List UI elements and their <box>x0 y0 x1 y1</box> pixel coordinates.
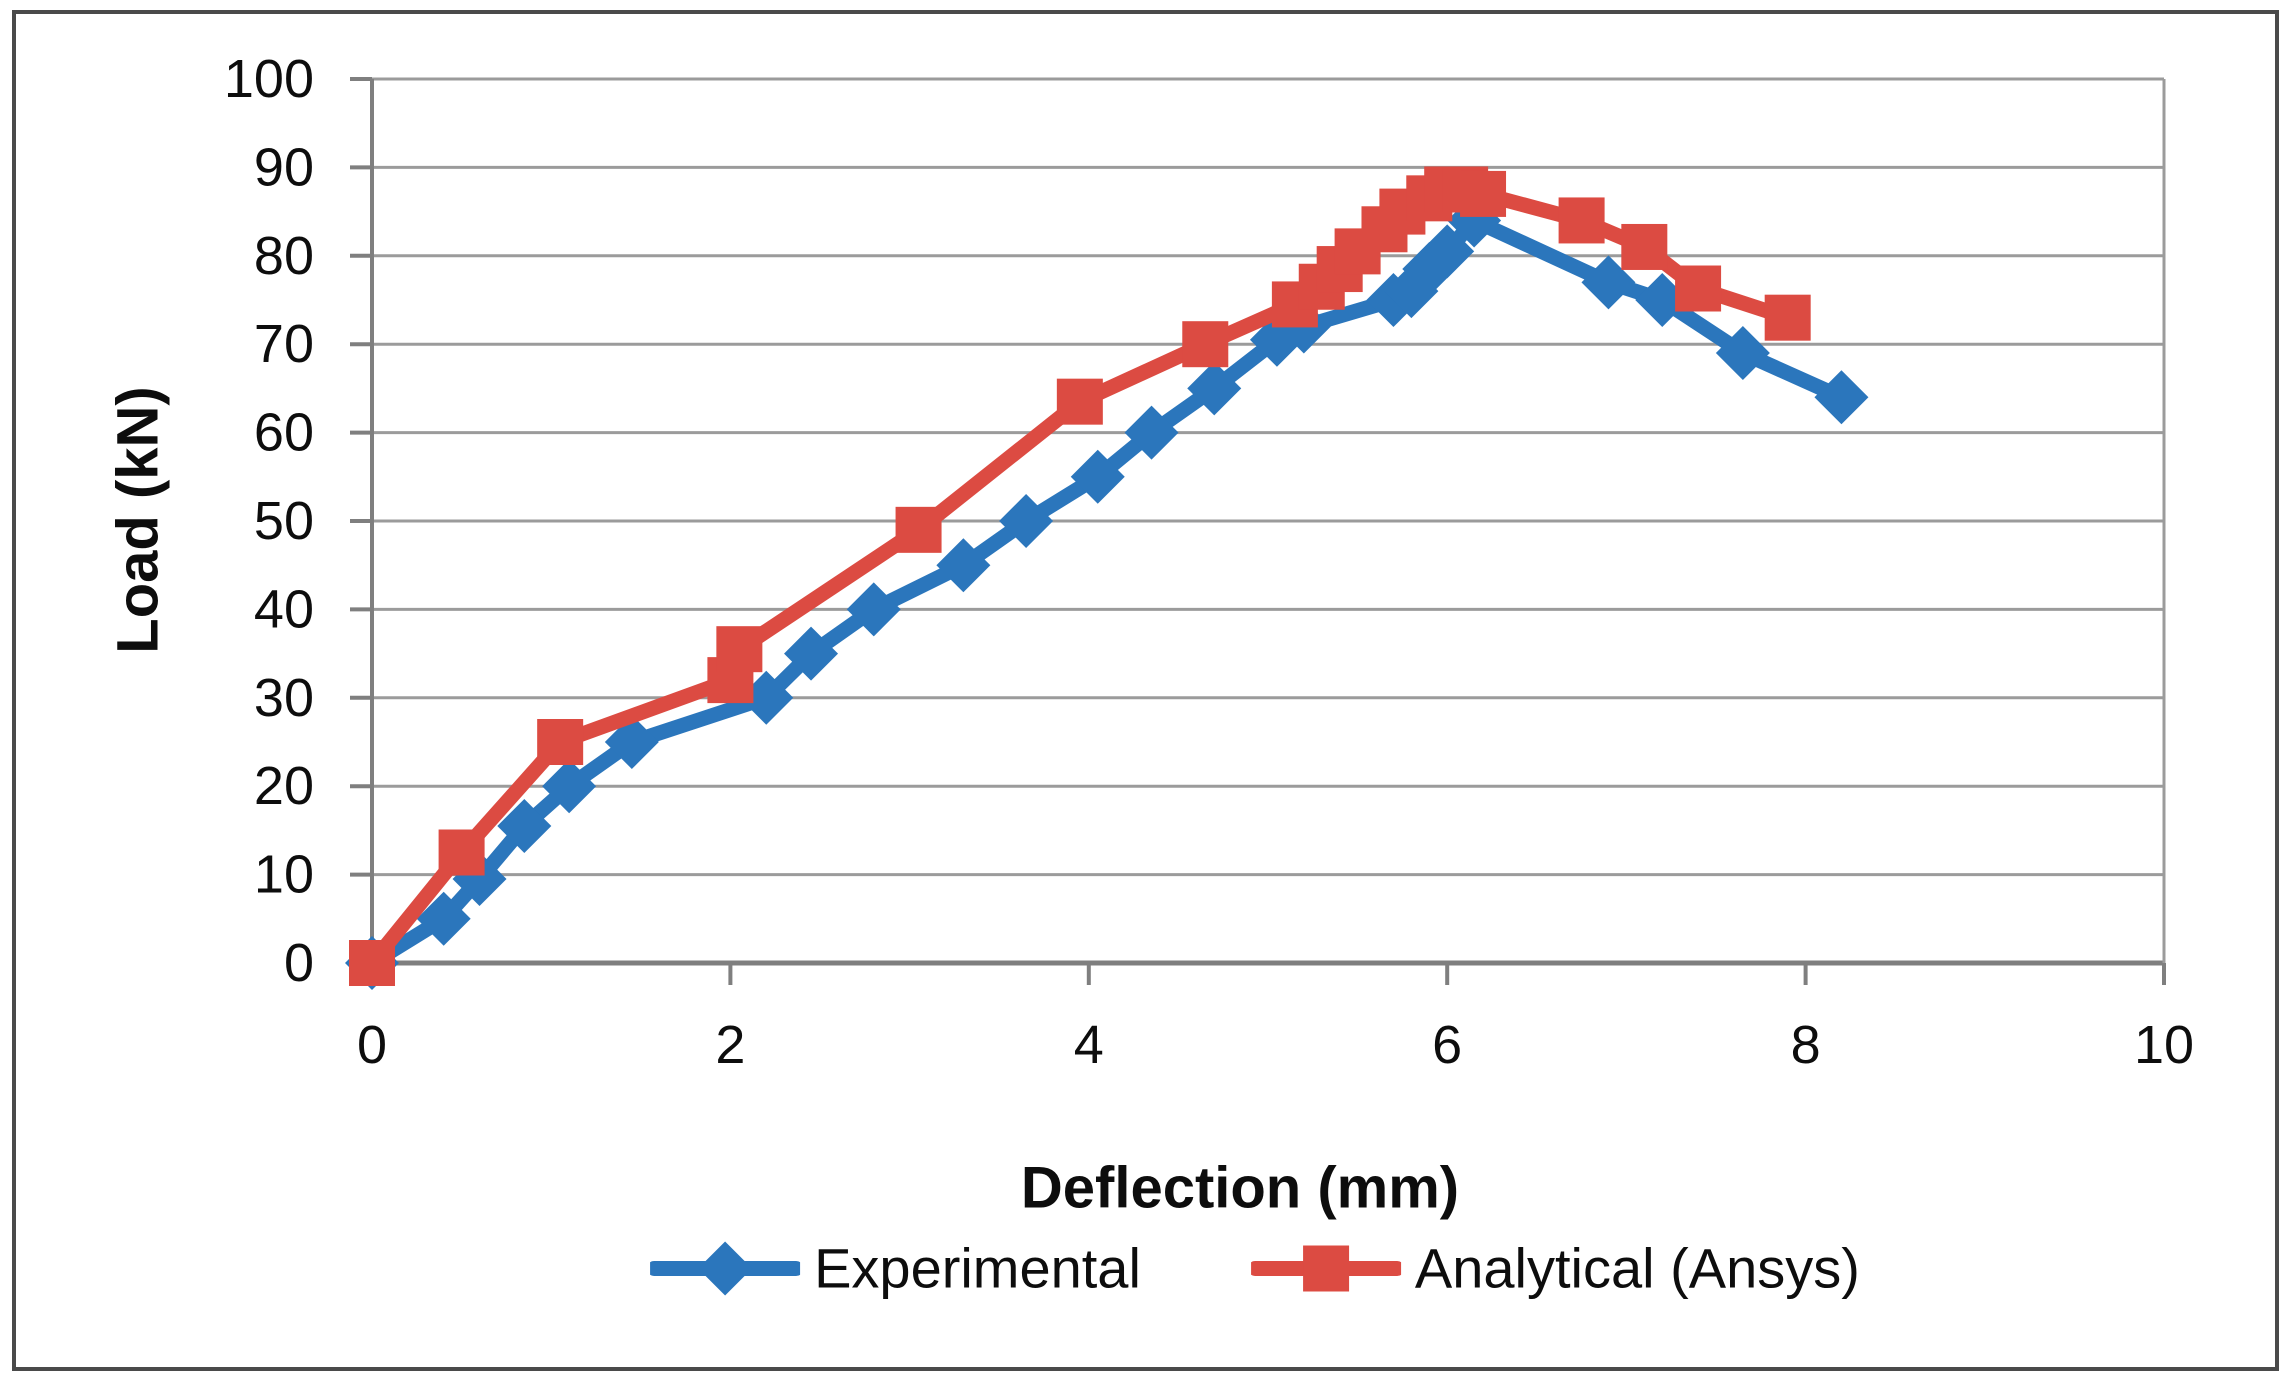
experimental-diamond-marker <box>497 798 552 853</box>
experimental-line-diamond-icon <box>650 1241 801 1295</box>
experimental-diamond-marker <box>1715 326 1770 381</box>
legend-label-analytical: Analytical (Ansys) <box>1414 1236 1860 1300</box>
y-tick-label: 100 <box>224 49 314 109</box>
analytical-square-marker <box>1675 265 1722 312</box>
experimental-diamond-marker <box>1187 361 1242 416</box>
analytical-line-square-icon <box>1250 1245 1401 1291</box>
x-tick-label: 2 <box>715 1015 745 1075</box>
experimental-diamond-marker <box>846 582 901 637</box>
experimental-diamond-marker <box>1814 370 1869 425</box>
y-tick-label: 60 <box>254 403 314 463</box>
y-tick-label: 90 <box>254 137 314 197</box>
legend: Experimental Analytical (Ansys) <box>650 1236 1860 1301</box>
experimental-diamond-marker <box>1420 224 1475 279</box>
y-tick-label: 20 <box>254 756 314 816</box>
analytical-square-marker <box>438 829 485 876</box>
experimental-diamond-marker <box>416 891 471 946</box>
x-tick-label: 4 <box>1074 1015 1104 1075</box>
legend-item-analytical: Analytical (Ansys) <box>1250 1236 1860 1301</box>
analytical-square-marker <box>1182 321 1229 368</box>
experimental-diamond-marker <box>936 538 991 593</box>
x-tick-label: 10 <box>2134 1015 2194 1075</box>
legend-label-experimental: Experimental <box>814 1236 1141 1300</box>
y-tick-label: 30 <box>254 668 314 728</box>
analytical-square-marker <box>1056 378 1103 425</box>
analytical-square-marker <box>349 940 395 986</box>
y-tick-label: 10 <box>254 845 314 905</box>
analytical-square-marker <box>1764 294 1811 341</box>
series-line-experimental <box>364 212 1849 971</box>
legend-item-experimental: Experimental <box>650 1236 1141 1301</box>
experimental-diamond-marker <box>542 759 597 814</box>
y-tick-label: 0 <box>284 933 314 993</box>
analytical-square-marker <box>1621 223 1668 270</box>
x-tick-label: 8 <box>1791 1015 1821 1075</box>
experimental-diamond-marker <box>1124 405 1179 460</box>
x-tick-label: 6 <box>1432 1015 1462 1075</box>
x-axis-title: Deflection (mm) <box>1020 1155 1460 1221</box>
y-tick-label: 80 <box>254 226 314 286</box>
analytical-square-marker <box>716 626 763 673</box>
analytical-square-marker <box>1460 170 1507 217</box>
series-line-analytical <box>364 182 1796 971</box>
x-tick-label: 0 <box>357 1015 387 1075</box>
y-tick-label: 70 <box>254 314 314 374</box>
experimental-diamond-marker <box>1070 449 1125 504</box>
figure-border <box>12 10 2279 1371</box>
experimental-diamond-marker <box>999 494 1054 548</box>
analytical-square-marker <box>537 719 584 765</box>
experimental-diamond-marker <box>784 626 839 681</box>
analytical-square-marker <box>1558 197 1605 244</box>
y-tick-label: 40 <box>254 579 314 639</box>
y-tick-label: 50 <box>254 491 314 551</box>
y-axis-title: Load (kN) <box>105 386 171 654</box>
analytical-square-marker <box>895 506 942 553</box>
